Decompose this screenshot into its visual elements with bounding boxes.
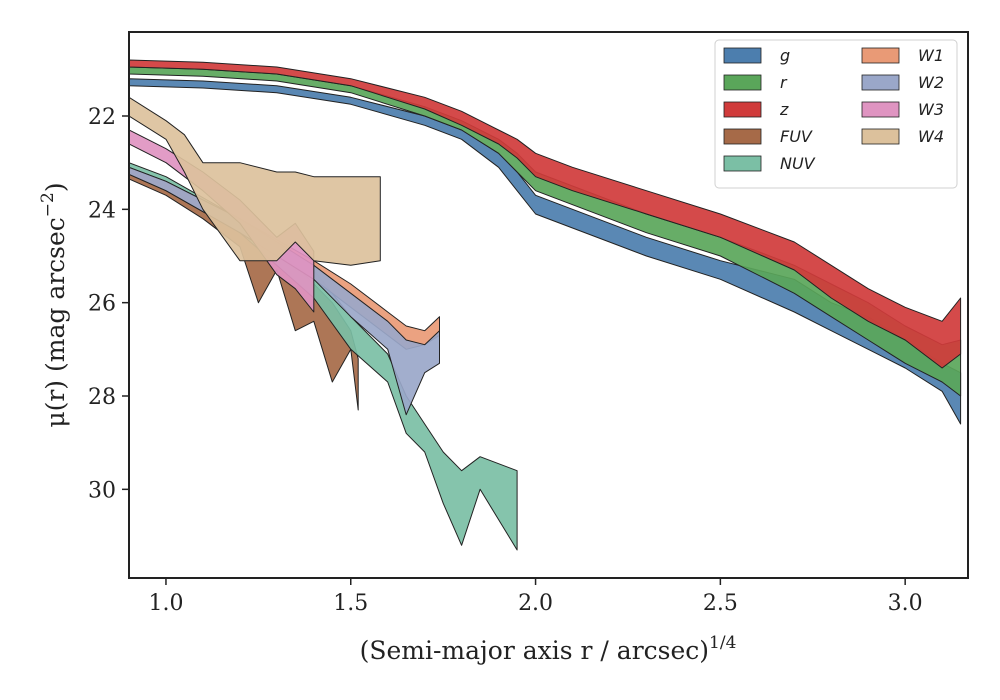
series-bands — [129, 59, 962, 551]
x-axis-ticks: 1.0 1.5 2.0 2.5 3.0 — [148, 578, 923, 616]
y-axis-ticks: 22 24 26 28 30 — [88, 105, 129, 503]
x-axis-label: (Semi-major axis r / arcsec)1/4 — [360, 633, 737, 665]
y-tick-label: 28 — [88, 385, 116, 410]
legend-swatch-g — [723, 47, 762, 64]
y-axis-label: μ(r) (mag arcsec−2) — [38, 182, 70, 427]
legend-swatch-z — [723, 101, 762, 118]
y-tick-label: 26 — [88, 292, 116, 317]
legend-swatch-fuv — [723, 128, 762, 145]
legend-swatch-r — [723, 74, 762, 91]
legend-swatch-w3 — [861, 101, 900, 118]
plot-frame — [128, 31, 969, 579]
legend-swatch-nuv — [723, 155, 762, 172]
legend: grz FUV NUV W1 W2 W3 W4 — [714, 39, 958, 189]
x-tick-label: 2.0 — [518, 591, 553, 616]
legend-label-fuv: FUV — [780, 127, 813, 146]
y-tick-label: 24 — [88, 198, 116, 223]
legend-label-nuv: NUV — [780, 154, 816, 173]
band-z — [129, 59, 962, 369]
y-axis-label-superscript: −2 — [38, 192, 58, 217]
legend-label-w1: W1 — [918, 46, 944, 65]
x-tick-label: 1.0 — [148, 591, 183, 616]
x-axis-label-superscript: 1/4 — [709, 633, 736, 653]
x-tick-label: 3.0 — [888, 591, 923, 616]
legend-label-w3: W3 — [918, 100, 944, 119]
y-tick-label: 22 — [88, 105, 116, 130]
legend-label-w2: W2 — [918, 73, 944, 92]
legend-label-z: z — [779, 100, 789, 119]
x-tick-label: 2.5 — [703, 591, 738, 616]
legend-swatch-w2 — [861, 74, 900, 91]
legend-swatch-w4 — [861, 128, 900, 145]
legend-swatch-w1 — [861, 47, 900, 64]
y-tick-label: 30 — [88, 478, 116, 503]
legend-label-w4: W4 — [918, 127, 944, 146]
legend-label-g: g — [780, 46, 790, 65]
y-axis-label-end: ) — [41, 182, 70, 192]
x-tick-label: 1.5 — [333, 591, 368, 616]
legend-label-r: r — [780, 73, 788, 92]
band-w4 — [129, 96, 381, 266]
